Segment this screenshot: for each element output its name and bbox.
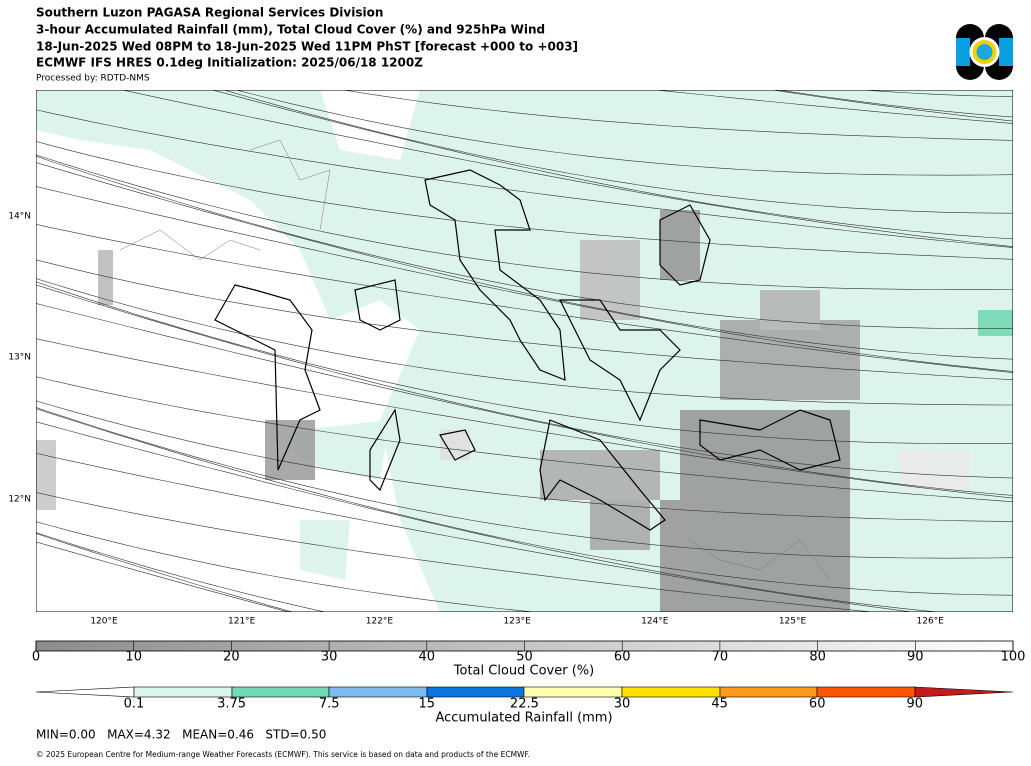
lon-label: 125°E (779, 617, 807, 627)
map (36, 90, 1013, 612)
title: Southern Luzon PAGASA Regional Services … (36, 6, 383, 20)
cloud-tick-label: 60 (614, 650, 631, 665)
lon-label: 124°E (641, 617, 669, 627)
rain-colorbar (35, 686, 1014, 698)
streamline (36, 109, 1013, 248)
cloud-tick-label: 40 (419, 650, 436, 665)
cloud-tick-label: 30 (321, 650, 338, 665)
rain-bar-label: Accumulated Rainfall (mm) (435, 711, 612, 726)
cloud-tick-label: 0 (32, 650, 40, 665)
streamline (770, 90, 1013, 122)
lat-label: 14°N (8, 212, 31, 222)
streamline (36, 532, 327, 612)
cloud-tick-label: 80 (809, 650, 826, 665)
streamline (36, 281, 1013, 445)
streamline (36, 224, 1013, 373)
rain-tick-label: 0.1 (124, 697, 145, 712)
streamline (777, 90, 1013, 118)
streamline (36, 492, 876, 612)
streamline (36, 421, 941, 612)
rain-tick-label: 30 (614, 697, 631, 712)
processed-by: Processed by: RDTD-NMS (36, 74, 150, 84)
streamline (36, 407, 1013, 559)
subtitle: ECMWF IFS HRES 0.1deg Initialization: 20… (36, 56, 423, 70)
rain-tick-label: 60 (809, 697, 826, 712)
streamline (36, 284, 1013, 479)
streamline (36, 154, 1013, 290)
lat-label: 13°N (8, 353, 31, 363)
streamline (36, 338, 1013, 499)
streamline (36, 541, 290, 612)
lat-label: 12°N (8, 495, 31, 505)
streamline (223, 90, 1013, 214)
streamline (121, 90, 1013, 247)
cloud-tick-label: 20 (223, 650, 240, 665)
rain-tick-label: 22.5 (510, 697, 539, 712)
streamline (36, 533, 294, 612)
subtitle: 18-Jun-2025 Wed 08PM to 18-Jun-2025 Wed … (36, 40, 578, 54)
streamline (36, 400, 1013, 522)
rain-tick-label: 90 (907, 697, 924, 712)
footer: © 2025 European Centre for Medium-range … (36, 750, 530, 759)
lon-label: 126°E (917, 617, 945, 627)
streamline (36, 303, 1013, 496)
cloud-tick-label: 100 (1001, 650, 1026, 665)
streamline (235, 90, 1013, 176)
rain-tick-label: 15 (419, 697, 436, 712)
title: 3-hour Accumulated Rainfall (mm), Total … (36, 23, 545, 37)
streamline (341, 90, 1013, 141)
streamline (36, 162, 1013, 360)
lon-label: 120°E (90, 617, 118, 627)
streamline (36, 186, 1013, 372)
cloud-tick-label: 90 (907, 650, 924, 665)
streamline (36, 408, 1013, 596)
streamline (36, 376, 1013, 503)
rain-tick-label: 7.5 (319, 697, 340, 712)
lon-label: 121°E (228, 617, 256, 627)
cloud-bar-label: Total Cloud Cover (%) (453, 664, 594, 679)
lon-label: 122°E (366, 617, 394, 627)
streamline (211, 90, 1013, 240)
streamline (36, 155, 1013, 329)
streamline (36, 278, 1013, 406)
cloud-tick-label: 10 (125, 650, 142, 665)
rain-tick-label: 3.75 (217, 697, 246, 712)
streamline (36, 452, 915, 612)
cloud-tick-label: 70 (712, 650, 729, 665)
stats: MIN=0.00 MAX=4.32 MEAN=0.46 STD=0.50 (36, 728, 326, 742)
lon-label: 123°E (503, 617, 531, 627)
rain-tick-label: 45 (711, 697, 728, 712)
streamline (653, 90, 1013, 124)
cloud-tick-label: 50 (516, 650, 533, 665)
logo (956, 24, 1013, 80)
streamline (36, 259, 1013, 381)
